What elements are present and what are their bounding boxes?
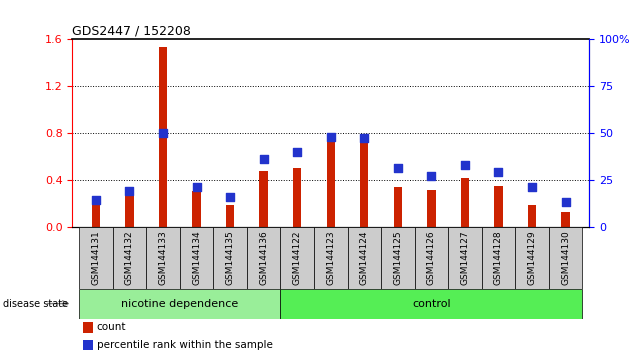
Point (158, 130, 168, 136)
Point (225, 194, 235, 199)
Bar (314, 227, 348, 289)
Text: GDS2447 / 152208: GDS2447 / 152208 (72, 25, 192, 38)
Bar (293, 168, 301, 227)
Text: GSM144125: GSM144125 (393, 230, 403, 285)
Point (91, 198, 101, 203)
Text: GSM144122: GSM144122 (293, 230, 302, 285)
Text: GSM144135: GSM144135 (226, 230, 234, 285)
Point (125, 188, 135, 194)
Bar (247, 227, 280, 289)
Text: disease state: disease state (3, 299, 68, 309)
Point (192, 184, 202, 190)
Point (392, 166, 403, 171)
Bar (83, 340, 93, 350)
Text: GSM144124: GSM144124 (360, 230, 369, 285)
Bar (394, 187, 402, 227)
Bar (280, 289, 582, 319)
Point (561, 199, 571, 205)
Text: GSM144136: GSM144136 (259, 230, 268, 285)
Point (427, 173, 437, 179)
Text: GSM144128: GSM144128 (494, 230, 503, 285)
Bar (180, 227, 214, 289)
Bar (79, 289, 280, 319)
Bar (83, 322, 93, 333)
Point (527, 184, 537, 190)
Bar (159, 47, 167, 227)
Bar (515, 227, 549, 289)
Bar (226, 205, 234, 227)
Text: GSM144133: GSM144133 (159, 230, 168, 285)
Bar (192, 192, 201, 227)
Bar (427, 190, 435, 227)
Text: GSM144131: GSM144131 (91, 230, 100, 285)
Bar (92, 205, 100, 227)
Bar (461, 178, 469, 227)
Bar (528, 205, 536, 227)
Bar (348, 227, 381, 289)
Bar (482, 227, 515, 289)
Bar (561, 212, 570, 227)
Bar (495, 185, 503, 227)
Text: nicotine dependence: nicotine dependence (121, 298, 238, 309)
Bar (549, 227, 582, 289)
Bar (448, 227, 482, 289)
Bar (360, 142, 369, 227)
Text: count: count (97, 322, 126, 332)
Text: percentile rank within the sample: percentile rank within the sample (97, 340, 273, 350)
Bar (79, 227, 113, 289)
Bar (113, 227, 146, 289)
Text: GSM144130: GSM144130 (561, 230, 570, 285)
Text: GSM144126: GSM144126 (427, 230, 436, 285)
Bar (326, 139, 335, 227)
Point (292, 149, 302, 154)
Text: control: control (412, 298, 450, 309)
Bar (125, 189, 134, 227)
Text: GSM144132: GSM144132 (125, 230, 134, 285)
Bar (415, 227, 448, 289)
Point (359, 136, 369, 141)
Bar (260, 171, 268, 227)
Bar (381, 227, 415, 289)
Point (460, 162, 470, 167)
Point (259, 156, 269, 162)
Bar (146, 227, 180, 289)
Text: GSM144134: GSM144134 (192, 230, 201, 285)
Bar (214, 227, 247, 289)
Point (326, 134, 336, 139)
Text: GSM144129: GSM144129 (527, 230, 537, 285)
Text: GSM144123: GSM144123 (326, 230, 335, 285)
Point (493, 169, 503, 175)
Text: GSM144127: GSM144127 (461, 230, 469, 285)
Bar (280, 227, 314, 289)
